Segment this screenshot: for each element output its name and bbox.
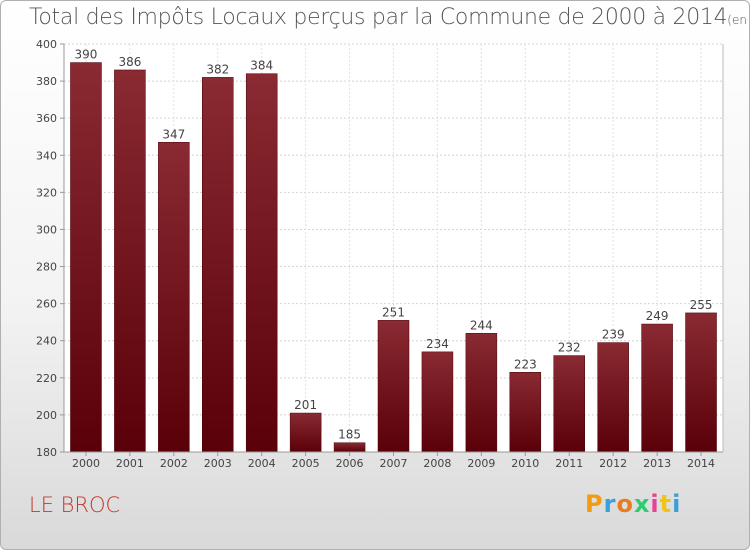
y-tick-label: 200 (36, 409, 57, 422)
x-tick-label-2003: 2003 (204, 457, 232, 470)
data-label-2005: 201 (294, 398, 317, 412)
chart-subtitle: (en milliers d'€) (727, 13, 749, 27)
data-label-2008: 234 (426, 337, 449, 351)
bar-2009 (465, 333, 498, 453)
data-label-2007: 251 (382, 305, 405, 319)
y-tick-label: 240 (36, 335, 57, 348)
bar-2011 (553, 355, 585, 453)
data-label-2006: 185 (338, 428, 361, 442)
bar-2002 (158, 142, 190, 453)
chart-title-text: Total des Impôts Locaux perçus par la Co… (29, 5, 728, 30)
logo-letter: i (650, 490, 660, 518)
data-label-2014: 255 (690, 298, 713, 312)
data-label-2004: 384 (250, 59, 273, 73)
x-tick-label-2014: 2014 (687, 457, 715, 470)
y-tick-label: 260 (36, 298, 57, 311)
bar-2008 (421, 351, 454, 453)
x-tick-label-2000: 2000 (72, 457, 100, 470)
data-label-2013: 249 (646, 309, 669, 323)
axis-layer: 180 200 220 240 260 280 300 320 340 360 380 400 2000… (36, 38, 724, 470)
y-tick-label: 220 (36, 372, 57, 385)
y-tick-label: 280 (36, 261, 57, 274)
chart-title: Total des Impôts Locaux perçus par la Co… (29, 5, 749, 30)
bar-2014 (685, 312, 717, 453)
x-tick-label-2007: 2007 (380, 457, 408, 470)
y-tick-label: 320 (36, 186, 57, 199)
x-tick-label-2005: 2005 (292, 457, 320, 470)
x-tick-label-2013: 2013 (643, 457, 671, 470)
bar-2007 (377, 320, 410, 453)
y-tick-label: 380 (36, 75, 57, 88)
data-label-2009: 244 (470, 318, 493, 332)
bar-2013 (641, 323, 673, 453)
x-tick-label-2012: 2012 (599, 457, 627, 470)
data-label-2002: 347 (162, 127, 185, 141)
y-tick-label: 360 (36, 112, 57, 125)
x-tick-label-2008: 2008 (423, 457, 451, 470)
bar-2006 (333, 442, 366, 453)
logo-letter: x (633, 490, 651, 518)
bar-2010 (509, 372, 542, 453)
data-label-2012: 239 (602, 328, 625, 342)
x-tick-label-2002: 2002 (160, 457, 188, 470)
data-label-2000: 390 (75, 48, 98, 62)
logo-letter: i (672, 490, 682, 518)
x-tick-label-2010: 2010 (511, 457, 539, 470)
x-tick-label-2011: 2011 (555, 457, 583, 470)
bar-chart: 390 386 347 382 384 201 185 251 234 244 223 232 239 2… (36, 38, 724, 470)
logo-letter: o (616, 490, 634, 518)
x-tick-label-2009: 2009 (467, 457, 495, 470)
x-tick-label-2004: 2004 (248, 457, 276, 470)
commune-name: LE BROC (29, 493, 121, 517)
bar-2003 (202, 77, 234, 453)
x-tick-label-2001: 2001 (116, 457, 144, 470)
x-tick-label-2006: 2006 (336, 457, 364, 470)
y-tick-label: 400 (36, 38, 57, 51)
logo-letter: r (603, 490, 617, 518)
bar-2000 (70, 62, 102, 453)
y-tick-label: 340 (36, 149, 57, 162)
y-tick-label: 180 (36, 446, 57, 459)
data-label-2010: 223 (514, 357, 537, 371)
bar-2004 (245, 73, 278, 453)
data-label-2001: 386 (118, 55, 141, 69)
logo-letter: P (585, 490, 604, 518)
bar-2005 (289, 412, 322, 453)
bar-2001 (114, 69, 146, 453)
data-label-2003: 382 (206, 62, 229, 76)
y-tick-label: 300 (36, 223, 57, 236)
proxiti-logo[interactable]: Proxiti (585, 490, 681, 518)
logo-letter: t (659, 490, 673, 518)
bar-2012 (597, 342, 629, 453)
data-label-2011: 232 (558, 341, 581, 355)
bar-layer: 390 386 347 382 384 201 185 251 234 244 223 232 239 2… (70, 48, 717, 453)
